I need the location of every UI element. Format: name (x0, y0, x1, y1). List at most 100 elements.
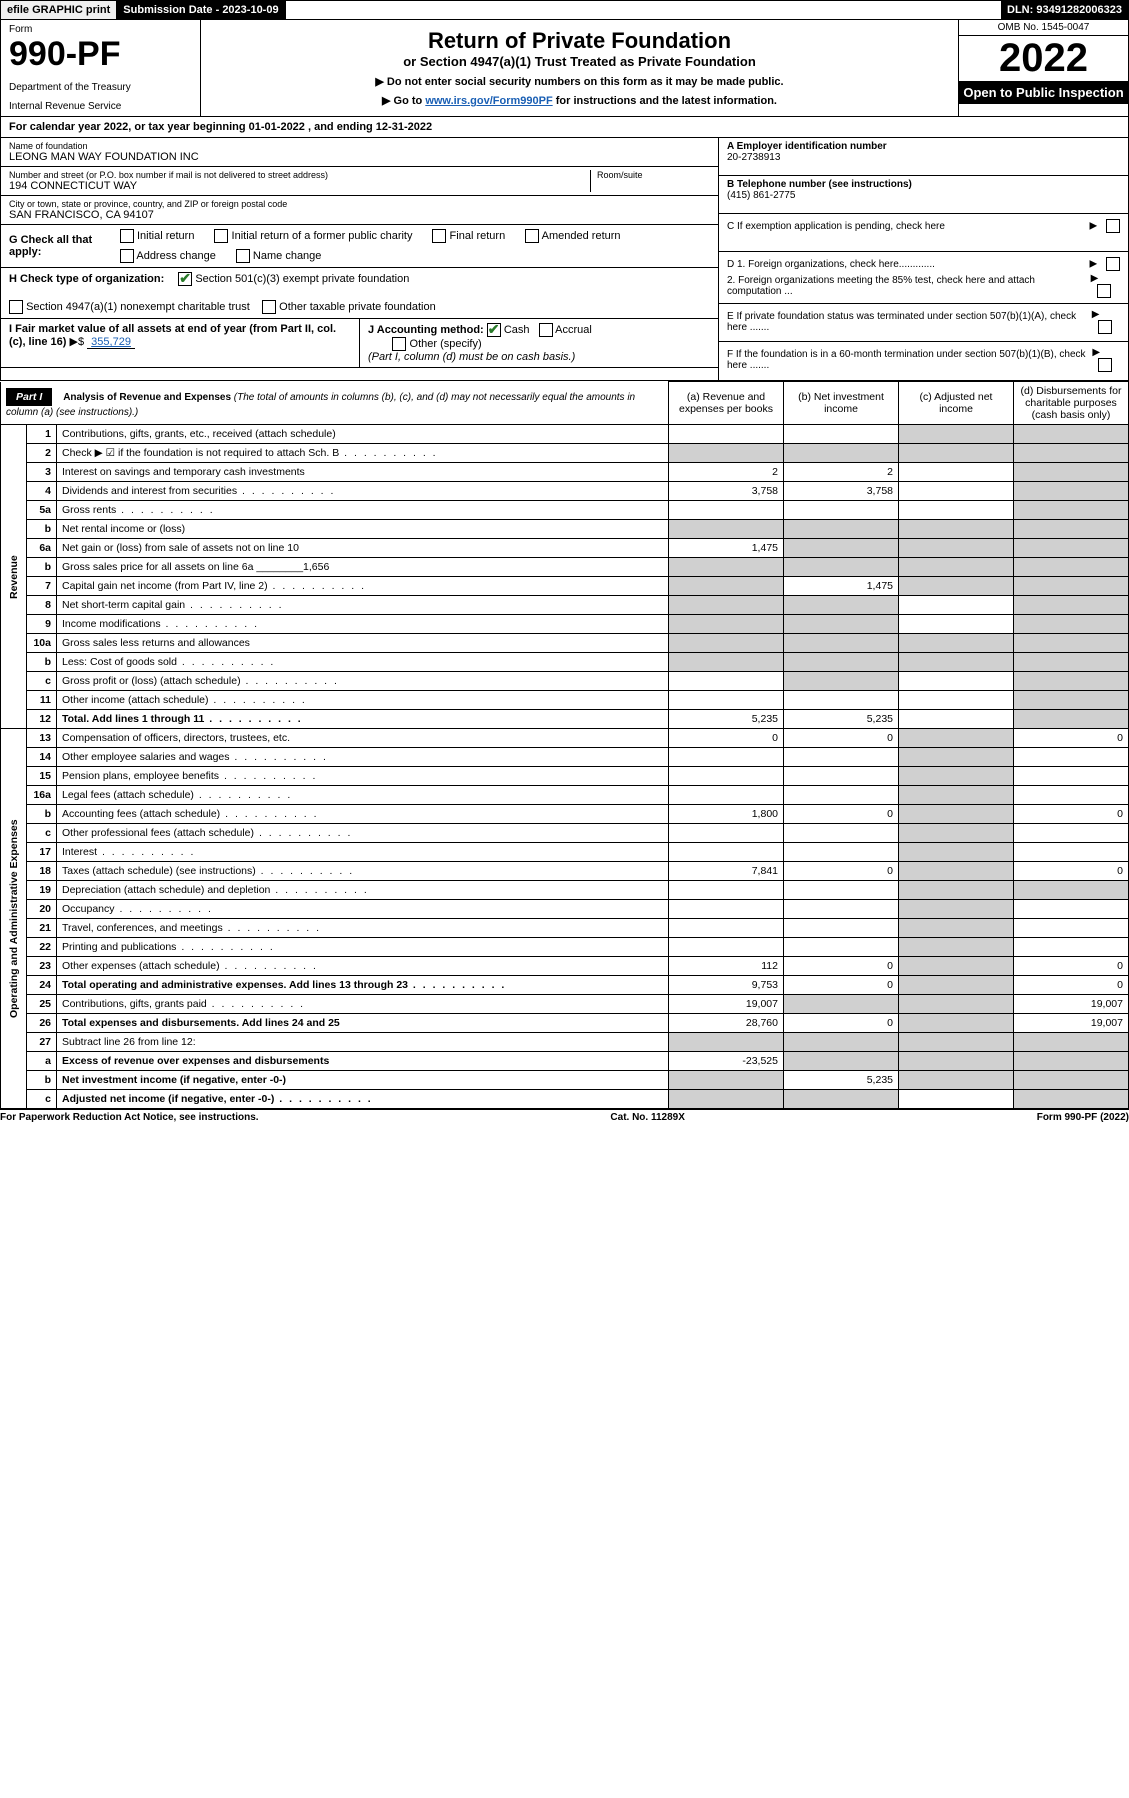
cell (899, 976, 1014, 995)
row-num: 21 (27, 919, 57, 938)
cell (899, 957, 1014, 976)
phone-value: (415) 861-2775 (727, 190, 1120, 201)
g-initial-former-checkbox[interactable] (214, 229, 228, 243)
h-row: H Check type of organization: Section 50… (1, 268, 718, 319)
row-desc: Travel, conferences, and meetings (57, 919, 669, 938)
cell: 112 (669, 957, 784, 976)
h-other-checkbox[interactable] (262, 300, 276, 314)
g-address-checkbox[interactable] (120, 249, 134, 263)
form-header: Form 990-PF Department of the Treasury I… (0, 20, 1129, 117)
row-num: 10a (27, 634, 57, 653)
cell: 0 (1014, 957, 1129, 976)
efile-label[interactable]: efile GRAPHIC print (1, 1, 117, 19)
i-value[interactable]: 355,729 (87, 336, 135, 349)
cell (784, 900, 899, 919)
row-desc: Compensation of officers, directors, tru… (57, 729, 669, 748)
cell (899, 444, 1014, 463)
f-checkbox[interactable] (1098, 358, 1112, 372)
cell (1014, 596, 1129, 615)
form-label: Form (9, 24, 192, 35)
cell: 0 (1014, 976, 1129, 995)
cell: 19,007 (1014, 995, 1129, 1014)
row-num: 2 (27, 444, 57, 463)
cell: 0 (784, 957, 899, 976)
row-num: 7 (27, 577, 57, 596)
cell (669, 748, 784, 767)
cell (899, 653, 1014, 672)
g-label: G Check all that apply: (9, 234, 106, 258)
cell (1014, 444, 1129, 463)
cell (1014, 710, 1129, 729)
cell: 0 (784, 976, 899, 995)
row-num: 9 (27, 615, 57, 634)
row-desc: Contributions, gifts, grants paid (57, 995, 669, 1014)
g-final-checkbox[interactable] (432, 229, 446, 243)
cell (1014, 577, 1129, 596)
ein-value: 20-2738913 (727, 152, 1120, 163)
row-desc: Depreciation (attach schedule) and deple… (57, 881, 669, 900)
row-num: a (27, 1052, 57, 1071)
form990pf-link[interactable]: www.irs.gov/Form990PF (425, 95, 552, 107)
cell (1014, 786, 1129, 805)
c-checkbox[interactable] (1106, 219, 1120, 233)
j-other-checkbox[interactable] (392, 337, 406, 351)
phone-label: B Telephone number (see instructions) (727, 179, 1120, 190)
row-num: b (27, 805, 57, 824)
cell (784, 634, 899, 653)
cell (899, 1033, 1014, 1052)
cell (669, 843, 784, 862)
row-num: 13 (27, 729, 57, 748)
g-amended-checkbox[interactable] (525, 229, 539, 243)
cell (784, 881, 899, 900)
j-note: (Part I, column (d) must be on cash basi… (368, 351, 575, 363)
j-label: J Accounting method: (368, 324, 484, 336)
cell (669, 919, 784, 938)
cell (899, 786, 1014, 805)
cell (784, 558, 899, 577)
cell: 28,760 (669, 1014, 784, 1033)
dept-line1: Department of the Treasury (9, 82, 192, 93)
row-num: c (27, 1090, 57, 1109)
h-4947-checkbox[interactable] (9, 300, 23, 314)
d1-checkbox[interactable] (1106, 257, 1120, 271)
e-checkbox[interactable] (1098, 320, 1112, 334)
row-desc: Taxes (attach schedule) (see instruction… (57, 862, 669, 881)
form-title: Return of Private Foundation (209, 28, 950, 54)
d2-label: 2. Foreign organizations meeting the 85%… (727, 275, 1091, 297)
cell: -23,525 (669, 1052, 784, 1071)
row-desc: Excess of revenue over expenses and disb… (57, 1052, 669, 1071)
j-cash-checkbox[interactable] (487, 323, 501, 337)
cell (899, 501, 1014, 520)
cell (899, 672, 1014, 691)
row-num: 23 (27, 957, 57, 976)
calendar-year: For calendar year 2022, or tax year begi… (0, 117, 1129, 138)
cell (784, 767, 899, 786)
row-num: 3 (27, 463, 57, 482)
cell (1014, 653, 1129, 672)
cell (899, 691, 1014, 710)
g-name-checkbox[interactable] (236, 249, 250, 263)
row-num: c (27, 672, 57, 691)
cell (1014, 1071, 1129, 1090)
row-num: b (27, 1071, 57, 1090)
cell (784, 843, 899, 862)
form-note2: ▶ Go to www.irs.gov/Form990PF for instru… (209, 94, 950, 107)
row-num: 19 (27, 881, 57, 900)
form-number: 990-PF (9, 35, 192, 74)
footer-left: For Paperwork Reduction Act Notice, see … (0, 1112, 259, 1123)
cell (899, 919, 1014, 938)
cell (669, 653, 784, 672)
info-block: Name of foundation LEONG MAN WAY FOUNDAT… (0, 138, 1129, 381)
g-initial-checkbox[interactable] (120, 229, 134, 243)
h-501c3-checkbox[interactable] (178, 272, 192, 286)
cell (1014, 1090, 1129, 1109)
cell (784, 748, 899, 767)
g-row: G Check all that apply: Initial return I… (1, 225, 718, 268)
cell (669, 691, 784, 710)
cell (784, 1052, 899, 1071)
cell (1014, 539, 1129, 558)
d2-checkbox[interactable] (1097, 284, 1111, 298)
city: SAN FRANCISCO, CA 94107 (9, 209, 710, 221)
j-accrual-checkbox[interactable] (539, 323, 553, 337)
row-desc: Less: Cost of goods sold (57, 653, 669, 672)
